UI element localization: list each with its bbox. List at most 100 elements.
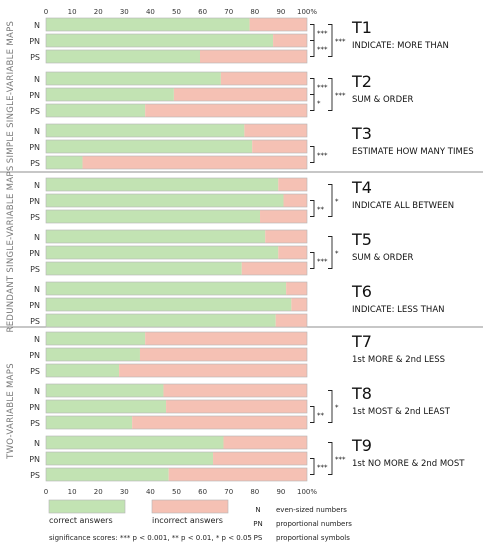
x-tick-label-bottom: 80 [250,488,259,496]
bar-correct [46,104,146,117]
row-label: PS [30,107,40,116]
significance-legend: significance scores: *** p < 0.001, ** p… [49,534,252,542]
row-label: PS [30,419,40,428]
significance-stars: *** [317,152,328,160]
task-description: SUM & ORDER [352,253,413,263]
bar-incorrect [145,332,307,345]
task-title: T9 [351,436,372,455]
group-label: REDUNDANT SINGLE-VARIABLE MAPS [6,165,16,332]
x-tick-label-bottom: 50 [172,488,181,496]
x-tick-label-bottom: 90 [276,488,285,496]
bar-correct [46,314,276,327]
bar-correct [46,194,284,207]
bar-outline [45,331,308,346]
bar-incorrect [249,18,307,31]
task-description: 1st MORE & 2nd LESS [352,355,445,365]
bar-incorrect [223,436,307,449]
bar-incorrect [145,104,307,117]
row-label: PN [29,455,40,464]
bar-outline [45,155,308,170]
bar-correct [46,262,242,275]
bar-incorrect [275,314,307,327]
bar-outline [45,297,308,312]
bar-outline [45,33,308,48]
row-label: PS [30,367,40,376]
significance-bracket [310,252,315,269]
bar-incorrect [244,124,307,137]
bar-incorrect [213,452,307,465]
bar-incorrect [286,282,307,295]
bar-correct [46,140,253,153]
task-title: T4 [351,178,372,197]
bar-outline [45,399,308,414]
bar-outline [45,103,308,118]
significance-bracket [310,94,315,111]
bar-outline [45,363,308,378]
row-label: PN [29,143,40,152]
row-label: PN [29,91,40,100]
significance-bracket [328,442,333,475]
row-label: PN [29,351,40,360]
x-tick-label-top: 10 [68,8,77,16]
row-label: N [34,335,40,344]
task-description: SUM & ORDER [352,95,413,105]
abbreviation-code: PS [254,534,263,542]
bar-incorrect [220,72,307,85]
abbreviation-text: even-sized numbers [276,506,347,514]
significance-bracket [310,24,315,41]
significance-bracket [328,24,333,57]
task-title: T6 [351,282,372,301]
significance-bracket [310,40,315,57]
bar-outline [45,139,308,154]
x-tick-label-bottom: 60 [198,488,207,496]
row-label: PN [29,301,40,310]
bar-incorrect [173,88,307,101]
x-tick-label-bottom: 20 [94,488,103,496]
x-tick-label-top: 20 [94,8,103,16]
bar-outline [45,383,308,398]
significance-stars: *** [317,30,328,38]
significance-bracket [328,184,333,217]
row-label: N [34,439,40,448]
bar-correct [46,436,224,449]
bar-correct [46,156,83,169]
bar-correct [46,178,279,191]
significance-stars: * [335,404,339,412]
bar-incorrect [199,50,307,63]
bar-incorrect [119,364,307,377]
bar-correct [46,348,140,361]
task-title: T8 [351,384,372,403]
legend-swatch-incorrect [151,499,229,514]
bar-outline [45,209,308,224]
bar-outline [45,451,308,466]
task-description: INDICATE ALL BETWEEN [352,201,454,211]
bar-outline [45,87,308,102]
bar-incorrect [260,210,307,223]
bar-incorrect [278,178,307,191]
bar-correct [46,364,120,377]
row-label: N [34,75,40,84]
bar-incorrect [265,230,307,243]
legend-label-correct: correct answers [49,516,113,525]
abbreviation-code: PN [253,520,262,528]
task-title: T2 [351,72,372,91]
significance-bracket [328,390,333,423]
x-tick-label-bottom: 10 [68,488,77,496]
bar-outline [45,261,308,276]
task-description: 1st MOST & 2nd LEAST [352,407,451,417]
significance-stars: *** [335,92,346,100]
bar-incorrect [291,298,307,311]
significance-bracket [310,146,315,163]
x-tick-label-bottom: 0 [44,488,48,496]
row-label: PS [30,53,40,62]
bar-outline [45,193,308,208]
bar-incorrect [139,348,307,361]
significance-bracket [328,78,333,111]
significance-stars: *** [317,46,328,54]
x-tick-label-top: 30 [120,8,129,16]
bar-correct [46,246,279,259]
x-tick-label-top: 0 [44,8,48,16]
bar-correct [46,282,287,295]
x-tick-label-bottom: 70 [224,488,233,496]
